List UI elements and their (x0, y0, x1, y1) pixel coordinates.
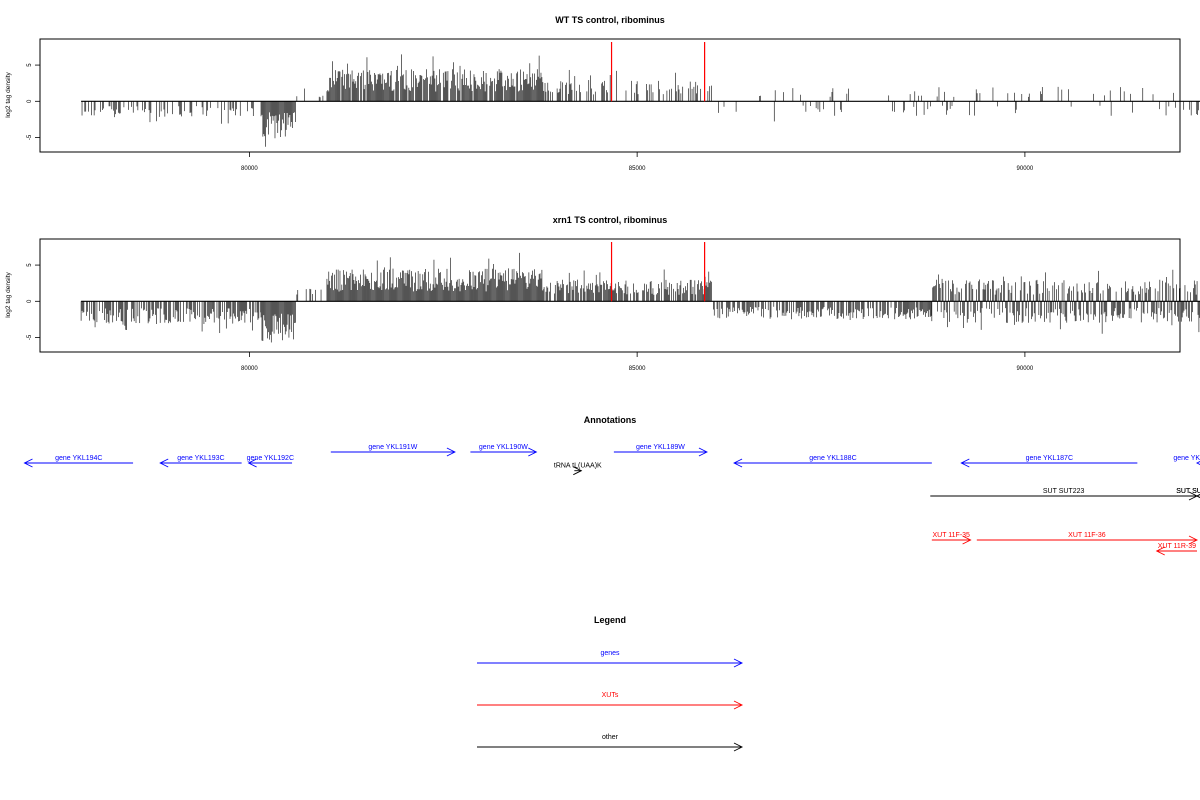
annotation-label: gene YKL194C (55, 455, 102, 462)
xrn1-x-ticks: 80000 85000 90000 (241, 352, 1034, 372)
annotation-label: SUT SUT225 (1176, 488, 1200, 495)
legend-item-xut: XUTs (477, 692, 744, 710)
annotation-feature: gene YKL187C (960, 455, 1138, 468)
annotation-feature: SUT SUT225 (1176, 488, 1200, 499)
annotation-arrow-head (1188, 535, 1199, 545)
xrn1-x-tick-label: 80000 (241, 366, 258, 372)
legend-item-other: other (477, 734, 744, 752)
annotation-label: XUT 11R-39 (1158, 543, 1196, 550)
annotation-arrow-head (733, 458, 743, 468)
xrn1-y-tick-label: 5 (27, 263, 33, 267)
annotation-feature: XUT 11R-39 (1155, 543, 1197, 556)
legend-arrow-head (733, 658, 744, 668)
annotation-label: tRNA tL(UAA)K (554, 463, 602, 470)
wt-bars (81, 42, 1200, 147)
xrn1-y-tick-label: -5 (27, 334, 33, 340)
wt-panel-title: WT TS control, ribominus (555, 15, 665, 25)
wt-plot-frame (39, 38, 1181, 153)
xrn1-x-tick-label: 90000 (1017, 366, 1034, 372)
annotation-arrow-head (446, 447, 456, 457)
annotation-arrow-head (1195, 493, 1200, 499)
legend-label: other (602, 734, 619, 741)
annotation-arrow-head (573, 466, 583, 476)
annotation-arrow-head (962, 535, 972, 545)
annotation-label: gene YKL189W (636, 444, 685, 451)
xrn1-bars (80, 242, 1200, 343)
wt-y-ticks: -5 0 5 (27, 63, 40, 140)
annotation-feature: gene YKL190W (470, 444, 538, 457)
wt-y-tick-label: 0 (27, 99, 33, 103)
wt-x-tick-label: 90000 (1017, 166, 1034, 172)
wt-x-tick-label: 85000 (629, 166, 646, 172)
annotations-track: Annotations gene YKL194C gene YKL193C gene… (23, 415, 1200, 556)
legend-arrow-head (733, 742, 744, 752)
xrn1-panel-title: xrn1 TS control, ribominus (553, 215, 668, 225)
annotation-arrow-head (528, 447, 538, 457)
wt-y-tick-label: 5 (27, 63, 33, 67)
legend-title: Legend (594, 615, 626, 625)
annotation-feature: XUT 11F-35 (931, 532, 972, 545)
xrn1-y-ticks: -5 0 5 (27, 263, 40, 340)
wt-x-tick-label: 80000 (241, 166, 258, 172)
annotations-title: Annotations (584, 415, 637, 425)
annotation-label: gene YKL191W (368, 444, 417, 451)
annotation-label: XUT 11F-35 (932, 532, 970, 539)
annotation-arrow-head (698, 447, 708, 457)
annotation-arrow-head (1195, 460, 1200, 466)
annotation-feature: SUT SUT223 (930, 488, 1199, 501)
annotation-feature: gene YKL189W (613, 444, 708, 457)
annotation-arrow-head (960, 458, 970, 468)
annotation-feature: gene YKL186C (1173, 455, 1200, 466)
xrn1-y-tick-label: 0 (27, 299, 33, 303)
wt-x-ticks: 80000 85000 90000 (241, 152, 1034, 172)
wt-y-tick-label: -5 (27, 134, 33, 140)
legend-label: genes (600, 650, 620, 657)
annotation-feature: gene YKL191W (330, 444, 456, 457)
annotation-label: SUT SUT224 (1176, 488, 1200, 495)
wt-panel: WT TS control, ribominus log2 tag densit… (5, 15, 1200, 172)
annotation-label: gene YKL186C (1173, 455, 1200, 462)
annotation-feature: XUT 11F-36 (976, 532, 1199, 545)
xrn1-y-axis-label: log2 tag density (5, 271, 12, 317)
annotation-feature: gene YKL192C (247, 455, 294, 468)
annotation-arrow-head (1155, 546, 1165, 556)
legend-label: XUTs (602, 692, 619, 699)
annotation-feature: gene YKL188C (733, 455, 932, 468)
xrn1-plot-frame (39, 238, 1181, 353)
annotation-feature: gene YKL194C (23, 455, 134, 468)
legend-item-gene: genes (477, 650, 744, 668)
annotation-label: gene YKL187C (1026, 455, 1073, 462)
annotation-arrow-head (23, 458, 33, 468)
annotation-label: gene YKL192C (247, 455, 294, 462)
annotation-label: XUT 11F-36 (1068, 532, 1106, 539)
xrn1-x-tick-label: 85000 (629, 366, 646, 372)
annotation-label: gene YKL193C (177, 455, 224, 462)
annotation-feature: gene YKL193C (159, 455, 242, 468)
legend: Legend genes XUTs other (477, 615, 744, 752)
annotation-feature: tRNA tL(UAA)K (554, 463, 602, 476)
annotation-label: SUT SUT223 (1043, 488, 1085, 495)
annotation-label: gene YKL188C (809, 455, 856, 462)
annotation-arrow-head (247, 458, 257, 468)
legend-arrow-head (733, 700, 744, 710)
xrn1-panel: xrn1 TS control, ribominus log2 tag dens… (5, 215, 1200, 372)
wt-y-axis-label: log2 tag density (5, 71, 12, 117)
annotation-label: gene YKL190W (479, 444, 528, 451)
annotation-arrow-head (159, 458, 169, 468)
